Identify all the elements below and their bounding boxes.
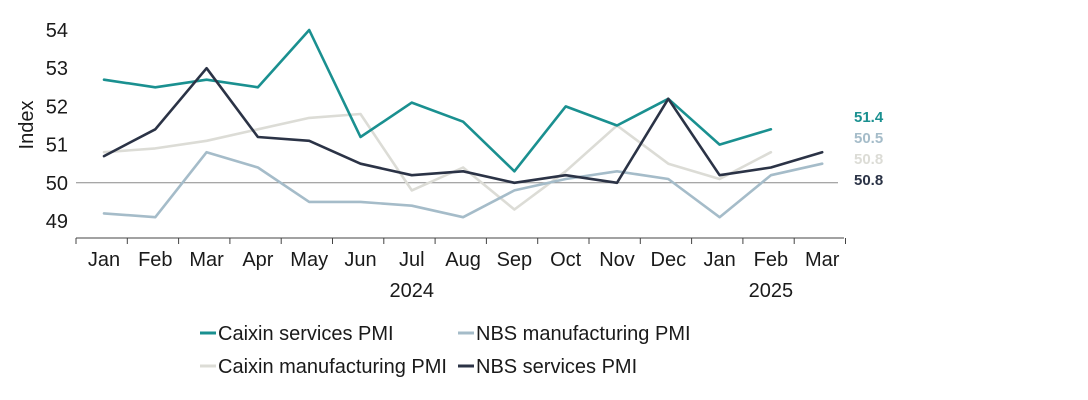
end-value-label: 50.8 <box>854 172 883 189</box>
x-tick-label: Jun <box>344 249 376 271</box>
series-line <box>104 68 822 183</box>
x-tick-label: May <box>290 249 328 271</box>
y-tick-label: 49 <box>46 211 68 233</box>
legend-label: NBS manufacturing PMI <box>476 323 691 345</box>
legend-label: Caixin manufacturing PMI <box>218 356 447 378</box>
x-tick-label: Nov <box>599 249 635 271</box>
x-tick-label: Aug <box>445 249 481 271</box>
end-value-label: 50.8 <box>854 151 883 168</box>
x-tick-label: Jul <box>399 249 425 271</box>
y-tick-label: 54 <box>46 20 68 42</box>
legend: Caixin services PMI NBS manufacturing PMI… <box>200 323 691 378</box>
x-tick-label: Feb <box>754 249 788 271</box>
end-value-label: 51.4 <box>854 109 884 126</box>
x-tick-label: Apr <box>242 249 273 271</box>
legend-label: Caixin services PMI <box>218 323 394 345</box>
y-tick-label: 53 <box>46 58 68 80</box>
x-tick-label: Mar <box>189 249 224 271</box>
y-axis-title: Index <box>16 101 38 150</box>
x-tick-label: Mar <box>805 249 840 271</box>
legend-label: NBS services PMI <box>476 356 637 378</box>
x-tick-label: Feb <box>138 249 172 271</box>
x-tick-label: Jan <box>88 249 120 271</box>
x-tick-label: Sep <box>497 249 533 271</box>
end-value-label: 50.5 <box>854 130 883 147</box>
year-label: 2024 <box>390 280 435 302</box>
plot-area: 49 50 51 52 53 54 Jan Feb Mar Apr May Jun Jul Aug Sep O… <box>46 20 884 302</box>
y-tick-label: 50 <box>46 173 68 195</box>
y-tick-label: 52 <box>46 96 68 118</box>
x-tick-label: Dec <box>651 249 687 271</box>
y-tick-label: 51 <box>46 135 68 157</box>
year-label: 2025 <box>749 280 794 302</box>
series-line <box>104 152 822 217</box>
x-tick-label: Jan <box>703 249 735 271</box>
x-tick-label: Oct <box>550 249 582 271</box>
series-line <box>104 114 771 210</box>
